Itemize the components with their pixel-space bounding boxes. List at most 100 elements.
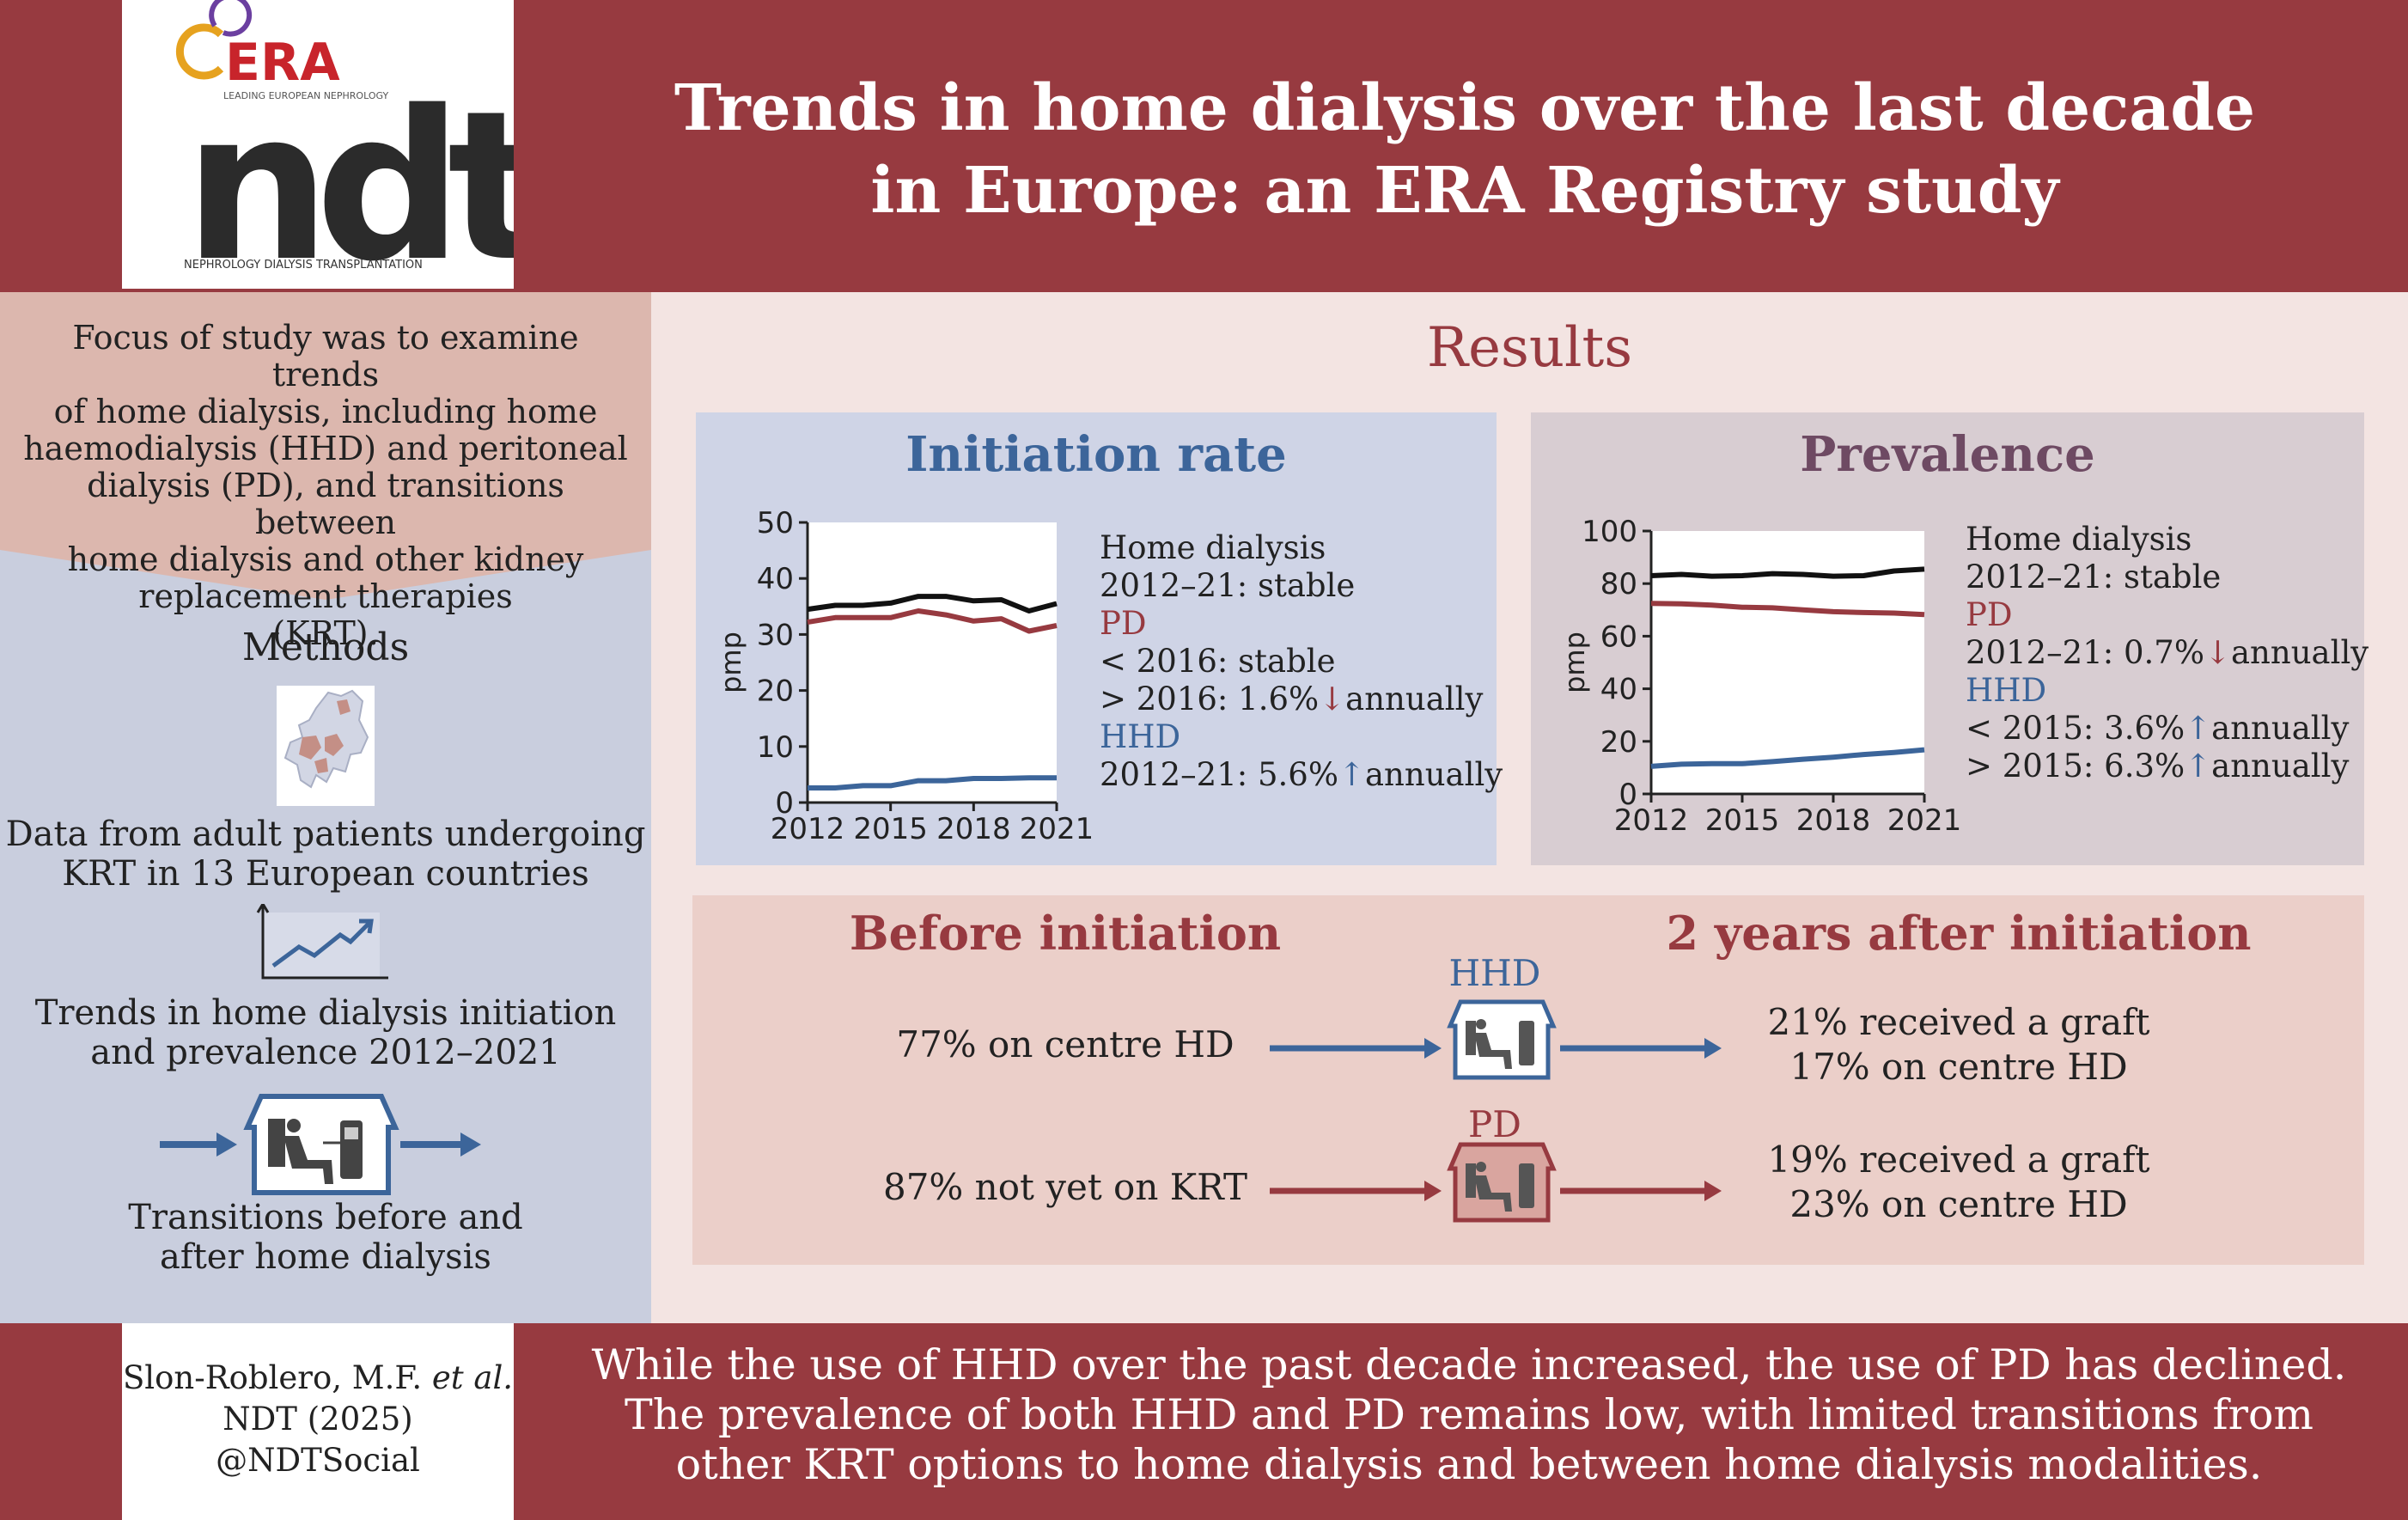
focus-text: Focus of study was to examine trends of … [23, 319, 628, 652]
x-tick-label: 2012 [771, 812, 845, 846]
arrow-down-icon: ↓ [1319, 681, 1346, 717]
y-tick-label: 0 [1619, 778, 1637, 812]
results-heading: Results [1426, 316, 1633, 380]
annot-hhd-value-1: 2012–21: 5.6%↑annually [1100, 756, 1503, 793]
x-tick-label: 2012 [1614, 803, 1689, 838]
x-tick-label: 2021 [1020, 812, 1091, 846]
annot-home-label: Home dialysis [1966, 521, 2192, 558]
citation-handle: @NDTSocial [216, 1442, 420, 1479]
data-text: Data from adult patients undergoing KRT … [5, 815, 646, 894]
after-heading: 2 years after initiation [1666, 906, 2252, 961]
y-tick-label: 40 [757, 562, 794, 596]
arrow-down-icon: ↓ [2204, 634, 2231, 671]
annot-pd-label: PD [1966, 596, 2013, 633]
citation-text: Slon-Roblero, M.F. et al. NDT (2025) @ND… [122, 1358, 514, 1481]
arrow-up-icon: ↑ [2185, 748, 2212, 784]
focus-box [0, 292, 651, 550]
y-tick-label: 100 [1582, 515, 1637, 549]
hhd-label: HHD [1448, 952, 1541, 994]
annot-home-value: 2012–21: stable [1100, 567, 1356, 604]
y-axis-label: pmp [1558, 632, 1591, 693]
hhd-house-icon [1447, 999, 1557, 1080]
pd-after: 19% received a graft 23% on centre HD [1767, 1138, 2150, 1225]
era-swirl-icon [175, 23, 224, 80]
logo-era-tagline: LEADING EUROPEAN NEPHROLOGY [223, 90, 388, 101]
annot-pd-value-2: > 2016: 1.6%↓annually [1100, 681, 1484, 717]
series-line-hhd [1650, 747, 1925, 769]
title-line-2: in Europe: an ERA Registry study [870, 154, 2059, 228]
x-tick-label: 2021 [1887, 803, 1962, 838]
series-line-hhd [808, 775, 1057, 791]
arrow-right-icon [460, 1132, 481, 1157]
pd-transition-arrows [1270, 1142, 1722, 1223]
y-tick-label: 0 [775, 786, 794, 821]
trends-text: Trends in home dialysis initiation and p… [34, 993, 617, 1072]
transitions-text: Transitions before and after home dialys… [128, 1198, 523, 1277]
pd-before: 87% not yet on KRT [882, 1166, 1248, 1208]
prevalence-annotations: Home dialysis 2012–21: stable PD 2012–21… [1966, 521, 2368, 785]
y-tick-label: 50 [757, 506, 794, 540]
y-tick-label: 20 [757, 675, 794, 709]
focus-arrow [0, 550, 651, 600]
citation-journal: NDT (2025) [223, 1401, 413, 1438]
y-axis-label: pmp [715, 632, 747, 693]
x-tick-label: 2015 [853, 812, 928, 846]
prevalence-heading: Prevalence [1800, 426, 2095, 483]
arrow-up-icon: ↑ [1338, 756, 1365, 793]
pd-house-icon [1447, 1142, 1557, 1223]
trend-chart-icon [256, 904, 388, 980]
ndt-logo-mark: ERA LEADING EUROPEAN NEPHROLOGY ndt NEPH… [175, 0, 558, 307]
series-line-home [807, 594, 1058, 613]
arrow-right-icon [216, 1132, 237, 1157]
arrow-right-icon [1704, 1038, 1722, 1059]
methods-heading: Methods [241, 626, 410, 669]
arrow-right-icon [1704, 1181, 1722, 1201]
annot-pd-value-1: 2012–21: 0.7%↓annually [1966, 634, 2369, 671]
arrow-right-icon [1424, 1181, 1442, 1201]
annot-home-label: Home dialysis [1100, 529, 1326, 566]
title-line-1: Trends in home dialysis over the last de… [674, 71, 2256, 145]
hhd-transition-arrows [1270, 999, 1722, 1080]
annot-pd-label: PD [1100, 605, 1147, 642]
series-line-home [1650, 566, 1925, 579]
citation-authors: Slon-Roblero, M.F. et al. [122, 1359, 514, 1396]
annot-hhd-value-1: < 2015: 3.6%↑annually [1966, 710, 2350, 747]
x-tick-label: 2018 [1796, 803, 1871, 838]
prevalence-chart: 0 20 40 60 80 100 2012 2015 2018 2021 pmp [1558, 515, 1962, 838]
house-patient-icon [243, 1094, 399, 1195]
initiation-heading: Initiation rate [905, 426, 1287, 483]
arrow-up-icon: ↑ [2185, 710, 2212, 747]
logo-ndt-text: ndt [184, 66, 514, 289]
before-heading: Before initiation [849, 906, 1282, 961]
conclusion-text: While the use of HHD over the past decad… [591, 1340, 2347, 1489]
x-tick-label: 2018 [936, 812, 1011, 846]
logo-era-text: ERA [225, 33, 340, 93]
home-dialysis-transition-icon [160, 1094, 481, 1195]
annot-hhd-label: HHD [1100, 718, 1181, 755]
initiation-rate-chart: 0 10 20 30 40 50 2012 2015 2018 2021 pmp [715, 506, 1091, 846]
hhd-before: 77% on centre HD [896, 1023, 1234, 1065]
pd-label: PD [1468, 1103, 1521, 1145]
annot-pd-value-1: < 2016: stable [1100, 643, 1336, 680]
series-line-pd [1650, 601, 1925, 618]
plot-area [808, 522, 1057, 803]
y-tick-label: 80 [1600, 567, 1637, 601]
annot-hhd-value-2: > 2015: 6.3%↑annually [1966, 748, 2350, 784]
x-tick-label: 2015 [1705, 803, 1780, 838]
logo-subtitle: NEPHROLOGY DIALYSIS TRANSPLANTATION [184, 259, 423, 272]
y-tick-label: 10 [757, 730, 794, 765]
y-tick-label: 40 [1600, 673, 1637, 707]
page-title: Trends in home dialysis over the last de… [558, 67, 2371, 232]
y-tick-label: 60 [1600, 620, 1637, 654]
ndt-logo: ERA LEADING EUROPEAN NEPHROLOGY ndt NEPH… [122, 0, 558, 307]
annot-hhd-label: HHD [1966, 672, 2047, 709]
arrow-right-icon [1424, 1038, 1442, 1059]
europe-map-icon [277, 686, 375, 806]
hhd-after: 21% received a graft 17% on centre HD [1767, 1001, 2150, 1088]
citation-box [122, 1323, 514, 1520]
annot-home-value: 2012–21: stable [1966, 559, 2222, 595]
y-tick-label: 20 [1600, 725, 1637, 760]
y-tick-label: 30 [757, 618, 794, 652]
initiation-annotations: Home dialysis 2012–21: stable PD < 2016:… [1100, 529, 1503, 794]
series-line-pd [807, 608, 1058, 634]
